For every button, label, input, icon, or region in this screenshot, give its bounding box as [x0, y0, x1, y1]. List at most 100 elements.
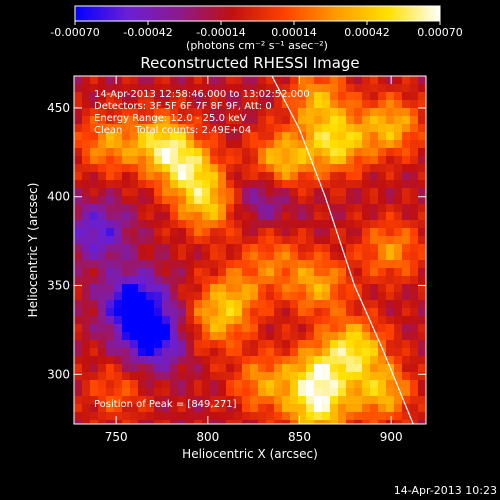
heatmap-cell	[362, 412, 371, 421]
heatmap-cell	[362, 300, 371, 309]
heatmap-cell	[386, 132, 395, 141]
heatmap-cell	[202, 348, 211, 357]
heatmap-cell	[282, 156, 291, 165]
heatmap-cell	[258, 124, 267, 133]
heatmap-cell	[210, 420, 219, 424]
heatmap-cell	[402, 236, 411, 245]
heatmap-cell	[170, 348, 179, 357]
heatmap-cell	[250, 92, 259, 101]
heatmap-cell	[418, 300, 426, 309]
heatmap-cell	[122, 348, 131, 357]
heatmap-cell	[378, 356, 387, 365]
heatmap-cell	[298, 180, 307, 189]
colorbar-tick-label: -0.00014	[196, 26, 245, 39]
heatmap-cell	[298, 236, 307, 245]
heatmap-cell	[330, 92, 339, 101]
heatmap-cell	[146, 236, 155, 245]
heatmap-cell	[130, 324, 139, 333]
heatmap-cell	[378, 148, 387, 157]
heatmap-cell	[338, 300, 347, 309]
heatmap-cell	[162, 116, 171, 125]
heatmap-cell	[290, 372, 299, 381]
heatmap-cell	[274, 132, 283, 141]
heatmap-cell	[146, 212, 155, 221]
heatmap-cell	[210, 132, 219, 141]
heatmap-cell	[386, 108, 395, 117]
heatmap-cell	[402, 100, 411, 109]
heatmap-cell	[274, 164, 283, 173]
heatmap-cell	[138, 380, 147, 389]
heatmap-cell	[402, 212, 411, 221]
heatmap-cell	[402, 220, 411, 229]
heatmap-cell	[234, 228, 243, 237]
heatmap-cell	[290, 228, 299, 237]
heatmap-cell	[138, 348, 147, 357]
heatmap-cell	[74, 324, 83, 333]
heatmap-cell	[258, 108, 267, 117]
heatmap-cell	[162, 380, 171, 389]
heatmap-cell	[314, 268, 323, 277]
heatmap-cell	[186, 420, 195, 424]
heatmap-cell	[186, 236, 195, 245]
heatmap-cell	[90, 84, 99, 93]
heatmap-cell	[130, 404, 139, 413]
heatmap-cell	[330, 140, 339, 149]
heatmap-cell	[378, 332, 387, 341]
heatmap-cell	[378, 84, 387, 93]
heatmap-cell	[322, 228, 331, 237]
heatmap-cell	[306, 332, 315, 341]
heatmap-cell	[282, 84, 291, 93]
heatmap-cell	[138, 332, 147, 341]
heatmap-cell	[418, 412, 426, 421]
heatmap-cell	[402, 116, 411, 125]
heatmap-cell	[90, 372, 99, 381]
heatmap-cell	[210, 252, 219, 261]
heatmap-cell	[154, 172, 163, 181]
heatmap-cell	[122, 140, 131, 149]
heatmap-cell	[346, 164, 355, 173]
heatmap-cell	[130, 148, 139, 157]
heatmap-cell	[234, 164, 243, 173]
heatmap-cell	[418, 156, 426, 165]
heatmap-cell	[338, 196, 347, 205]
heatmap-cell	[234, 380, 243, 389]
heatmap-cell	[354, 396, 363, 405]
heatmap-cell	[402, 140, 411, 149]
heatmap-cell	[154, 380, 163, 389]
heatmap-cell	[266, 268, 275, 277]
heatmap-cell	[378, 292, 387, 301]
heatmap-cell	[170, 84, 179, 93]
heatmap-cell	[354, 340, 363, 349]
heatmap-cell	[290, 412, 299, 421]
heatmap-cell	[226, 268, 235, 277]
heatmap-cell	[418, 100, 426, 109]
heatmap-cell	[90, 268, 99, 277]
heatmap-cell	[314, 412, 323, 421]
heatmap-cell	[370, 164, 379, 173]
heatmap-cell	[298, 380, 307, 389]
colorbar-ticks: -0.00070 -0.00042 -0.00014 0.00014 0.00042 0.…	[50, 21, 463, 39]
heatmap-cell	[362, 356, 371, 365]
heatmap-cell	[106, 348, 115, 357]
heatmap-cell	[194, 76, 203, 85]
heatmap-cell	[298, 156, 307, 165]
heatmap-cell	[170, 244, 179, 253]
heatmap-cell	[258, 212, 267, 221]
heatmap-cell	[202, 236, 211, 245]
heatmap-cell	[122, 324, 131, 333]
heatmap-cell	[378, 340, 387, 349]
heatmap-cell	[378, 100, 387, 109]
heatmap-cell	[218, 76, 227, 85]
heatmap-cell	[170, 260, 179, 269]
heatmap-cell	[82, 132, 91, 141]
y-tick-label: 400	[47, 190, 70, 204]
heatmap-cell	[266, 404, 275, 413]
heatmap-cell	[338, 412, 347, 421]
heatmap-cell	[346, 116, 355, 125]
heatmap-cell	[202, 196, 211, 205]
heatmap-cell	[106, 76, 115, 85]
heatmap-cell	[170, 164, 179, 173]
heatmap-cell	[410, 364, 419, 373]
heatmap-cell	[386, 156, 395, 165]
heatmap-cell	[114, 380, 123, 389]
